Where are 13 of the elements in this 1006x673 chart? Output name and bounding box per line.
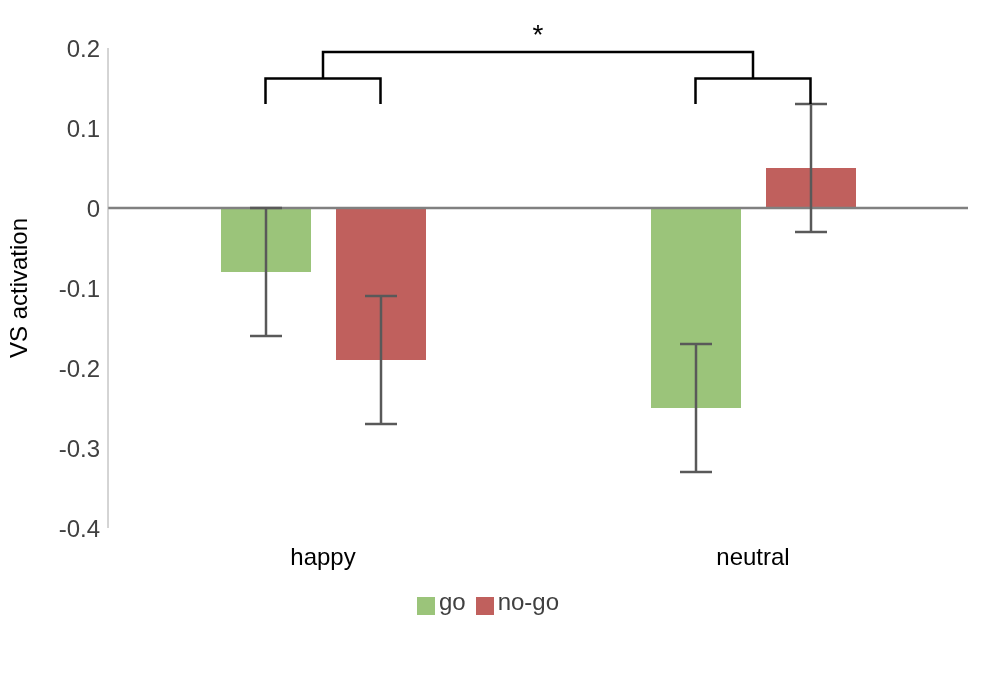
x-tick-label: happy	[290, 543, 356, 571]
legend-label: go	[438, 588, 466, 615]
y-tick-label: -0.2	[58, 354, 100, 382]
y-tick-label: 0.1	[66, 114, 100, 142]
y-tick-label: -0.3	[58, 434, 100, 462]
legend-label: no-go	[497, 588, 560, 615]
annotation: *	[532, 19, 544, 50]
y-tick-label: -0.4	[58, 514, 100, 542]
y-tick-label: 0	[86, 194, 100, 222]
y-axis-title: VS activation	[4, 217, 32, 359]
y-tick-label: -0.1	[58, 274, 100, 302]
x-tick-label: neutral	[716, 543, 790, 571]
y-tick-label: 0.2	[66, 34, 100, 62]
